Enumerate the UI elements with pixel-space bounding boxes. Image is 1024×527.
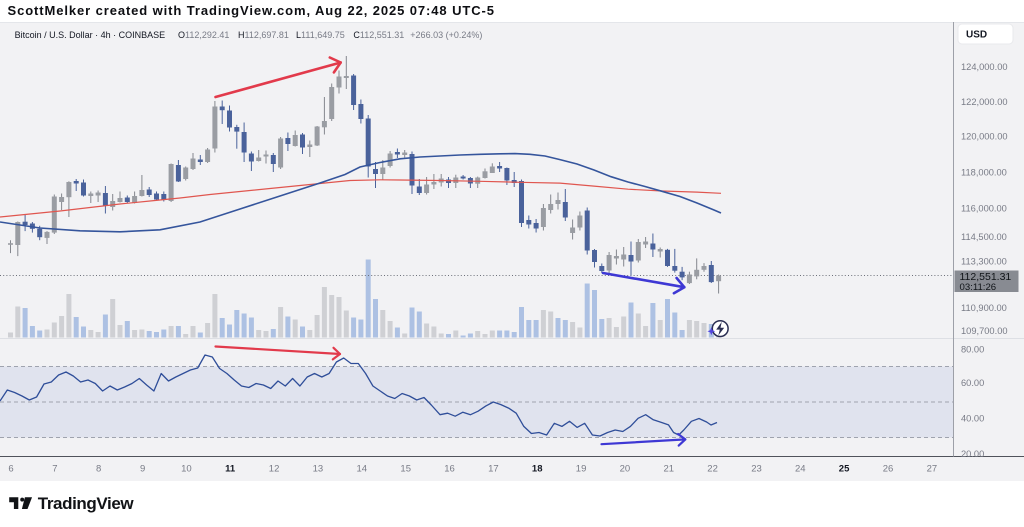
svg-text:19: 19: [576, 464, 587, 475]
svg-text:25: 25: [839, 464, 850, 475]
svg-text:10: 10: [181, 464, 192, 475]
svg-text:Bitcoin / U.S. Dollar · 4h · C: Bitcoin / U.S. Dollar · 4h · COINBASE O11…: [15, 30, 483, 40]
svg-text:TradingView: TradingView: [38, 494, 135, 513]
svg-text:22: 22: [707, 464, 718, 475]
svg-text:12: 12: [269, 464, 280, 475]
svg-text:20.00: 20.00: [961, 449, 984, 459]
svg-text:13: 13: [313, 464, 324, 475]
svg-text:80.00: 80.00: [961, 344, 984, 354]
svg-text:9: 9: [140, 464, 145, 475]
svg-text:122,000.00: 122,000.00: [961, 97, 1008, 107]
svg-text:109,700.00: 109,700.00: [961, 326, 1008, 336]
svg-text:USD: USD: [966, 30, 987, 41]
svg-text:11: 11: [225, 464, 236, 475]
svg-text:118,000.00: 118,000.00: [961, 167, 1007, 177]
svg-text:6: 6: [8, 464, 13, 475]
svg-text:40.00: 40.00: [961, 413, 984, 423]
svg-text:110,900.00: 110,900.00: [961, 303, 1007, 313]
svg-text:ScottMelker created with Tradi: ScottMelker created with TradingView.com…: [8, 3, 495, 18]
svg-text:113,300.00: 113,300.00: [961, 256, 1007, 266]
svg-text:16: 16: [444, 464, 455, 475]
svg-text:27: 27: [927, 464, 938, 475]
svg-text:17: 17: [488, 464, 499, 475]
svg-text:15: 15: [400, 464, 411, 475]
svg-text:7: 7: [52, 464, 57, 475]
svg-text:18: 18: [532, 464, 543, 475]
svg-text:112,551.31: 112,551.31: [960, 271, 1012, 283]
svg-text:124,000.00: 124,000.00: [961, 62, 1008, 72]
svg-text:14: 14: [357, 464, 368, 475]
svg-text:116,000.00: 116,000.00: [961, 203, 1007, 213]
svg-text:8: 8: [96, 464, 101, 475]
svg-text:120,000.00: 120,000.00: [961, 131, 1008, 141]
svg-text:23: 23: [751, 464, 762, 475]
svg-text:26: 26: [883, 464, 894, 475]
svg-text:60.00: 60.00: [961, 378, 984, 388]
svg-text:24: 24: [795, 464, 806, 475]
svg-text:03:11:26: 03:11:26: [960, 282, 997, 293]
svg-text:20: 20: [620, 464, 631, 475]
svg-text:21: 21: [664, 464, 675, 475]
svg-text:114,500.00: 114,500.00: [961, 232, 1007, 242]
